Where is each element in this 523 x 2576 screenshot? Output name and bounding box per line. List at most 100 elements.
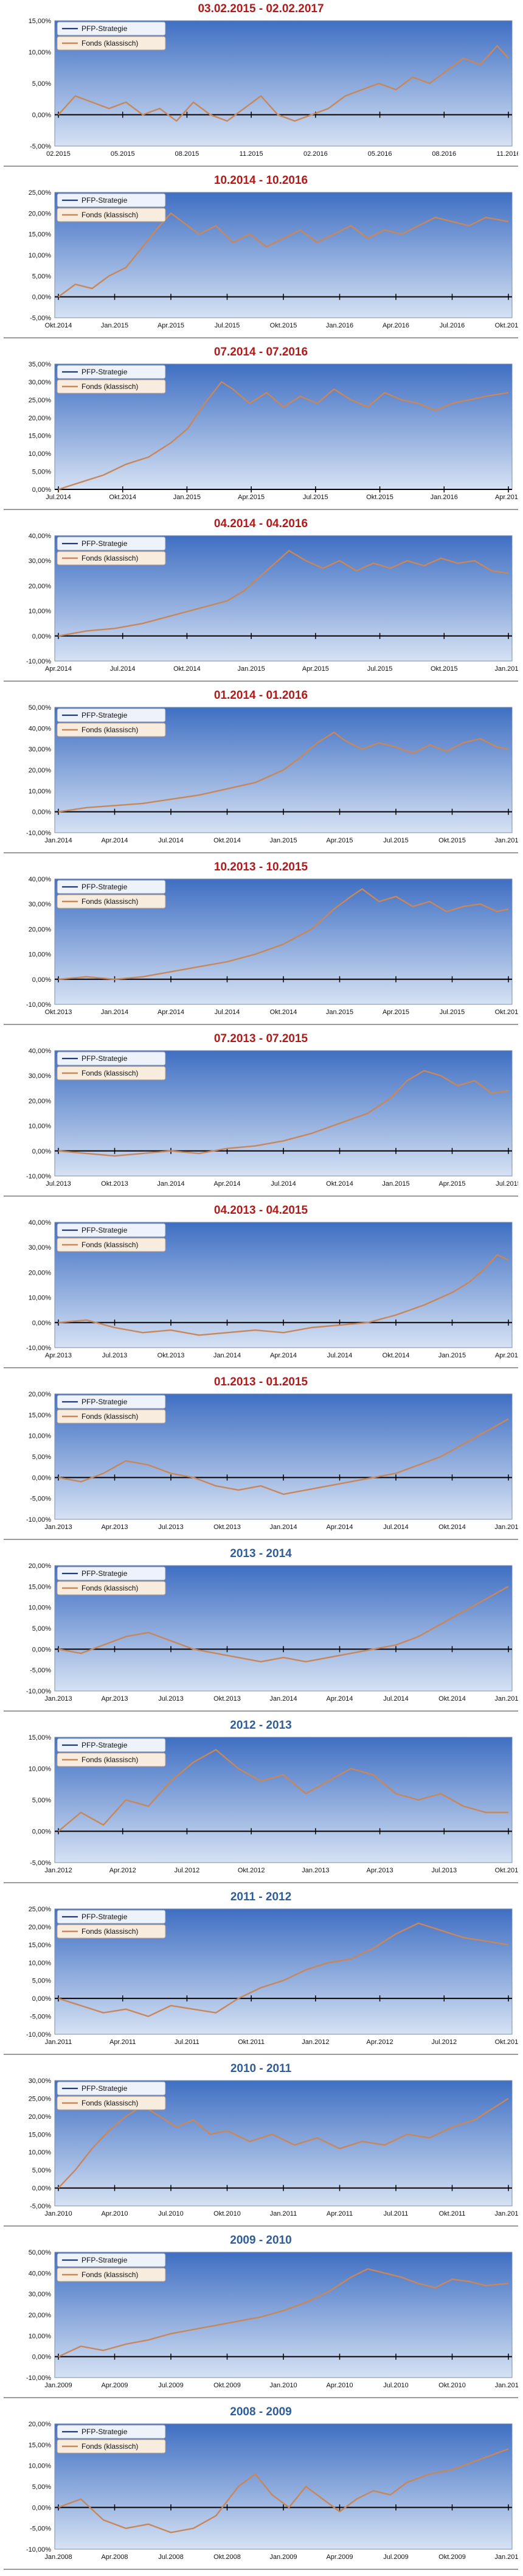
legend-label-strategy: PFP-Strategie (81, 1054, 128, 1063)
chart-title: 2011 - 2012 (230, 1891, 292, 1903)
legend-box-fund (57, 2096, 166, 2110)
y-tick-label: 10,00% (29, 49, 52, 57)
y-tick-label: -10,00% (26, 2031, 51, 2039)
x-tick-label: 11.2016 (497, 150, 518, 158)
x-tick-label: Okt.2014 (109, 494, 136, 501)
x-tick-label: Jul.2009 (383, 2553, 409, 2561)
y-tick-label: 20,00% (29, 2113, 52, 2121)
x-tick-label: Jul.2014 (158, 837, 184, 844)
x-tick-label: Apr.2015 (495, 1352, 518, 1359)
legend-label-strategy: PFP-Strategie (81, 24, 128, 33)
x-tick-label: Jan.2010 (44, 2210, 72, 2217)
legend: PFP-Strategie Fonds (klassisch) (57, 1051, 166, 1080)
legend-box-strategy (57, 21, 166, 36)
x-tick-label: Jan.2009 (44, 2382, 72, 2389)
legend-label-fund: Fonds (klassisch) (81, 382, 138, 391)
x-tick-label: Jan.2012 (302, 2039, 329, 2046)
x-tick-label: Jan.2013 (44, 1695, 72, 1703)
x-tick-label: Okt.2014 (213, 837, 241, 844)
y-tick-label: 15,00% (29, 1942, 52, 1949)
series-line-fonds (58, 212, 509, 298)
series-line-fonds (58, 732, 509, 813)
legend-box-fund (57, 208, 166, 222)
x-tick-label: Okt.2015 (366, 494, 393, 501)
chart-title: 2012 - 2013 (230, 1719, 292, 1732)
x-tick-label: Jan.2014 (157, 1180, 184, 1188)
legend-label-strategy: PFP-Strategie (81, 2084, 128, 2093)
x-tick-label: Apr.2014 (326, 1524, 353, 1531)
y-tick-label: -10,00% (26, 2546, 51, 2553)
x-tick-label: Jan.2012 (44, 1867, 72, 1874)
chart-svg: 50,00% 40,00% 30,00% 20,00% 10,00% 0,00% -10,0… (26, 704, 518, 844)
x-tick-label: Jan.2016 (494, 837, 518, 844)
y-tick-label: 20,00% (29, 1097, 52, 1105)
legend-box-fund (57, 894, 166, 909)
legend-label-fund: Fonds (klassisch) (81, 2270, 138, 2279)
x-tick-label: Jan.2015 (101, 322, 128, 329)
legend-label-fund: Fonds (klassisch) (81, 897, 138, 906)
y-tick-label: 20,00% (29, 210, 52, 217)
y-tick-label: -10,00% (26, 1516, 51, 1524)
y-tick-label: 0,00% (32, 2185, 51, 2193)
x-tick-label: Jul.2014 (327, 1352, 353, 1359)
x-tick-label: Okt.2013 (45, 1009, 72, 1016)
y-tick-label: 0,00% (32, 1829, 51, 1836)
x-tick-label: 05.2015 (111, 150, 135, 158)
legend-label-fund: Fonds (klassisch) (81, 211, 138, 219)
x-tick-label: Jan.2013 (302, 1867, 329, 1874)
legend-label-fund: Fonds (klassisch) (81, 2442, 138, 2451)
y-tick-label: 0,00% (32, 112, 51, 119)
x-tick-label: Okt.2014 (438, 1695, 466, 1703)
x-tick-label: Jan.2016 (326, 322, 353, 329)
legend-box-fund (57, 1409, 166, 1424)
x-tick-label: Jan.2014 (269, 1695, 297, 1703)
chart-panel: 04.2014 - 04.2016 40,00% 30,00% 20,00% 10,00… (4, 515, 518, 682)
y-tick-label: 40,00% (29, 2270, 52, 2277)
legend-label-strategy: PFP-Strategie (81, 1741, 128, 1749)
x-tick-label: Jan.2015 (238, 665, 265, 673)
x-tick-label: 08.2016 (432, 150, 456, 158)
y-tick-label: 10,00% (29, 2463, 52, 2470)
x-tick-label: Jul.2013 (46, 1180, 71, 1188)
x-tick-label: Okt.2015 (495, 1009, 518, 1016)
x-tick-label: Okt.2011 (439, 2210, 466, 2217)
x-tick-label: Jul.2010 (158, 2210, 184, 2217)
x-tick-label: 05.2016 (368, 150, 392, 158)
legend-box-fund (57, 2267, 166, 2282)
legend-box-strategy (57, 1566, 166, 1581)
y-tick-label: 10,00% (29, 1766, 52, 1773)
x-tick-label: Jul.2015 (367, 665, 393, 673)
x-tick-label: Jul.2013 (158, 1524, 184, 1531)
chart-panel: 2012 - 2013 15,00% 10,00% 5,00% 0,00% -5,00% J… (4, 1717, 518, 1883)
chart-title: 04.2014 - 04.2016 (213, 517, 308, 530)
legend-label-fund: Fonds (klassisch) (81, 39, 138, 47)
y-tick-label: 5,00% (32, 1797, 51, 1804)
legend-box-fund (57, 1924, 166, 1939)
y-tick-label: 30,00% (29, 1244, 52, 1251)
chart-title: 2008 - 2009 (230, 2406, 292, 2418)
x-tick-label: Jul.2014 (383, 1695, 409, 1703)
y-tick-label: 10,00% (29, 2333, 52, 2340)
y-tick-label: 30,00% (29, 558, 52, 565)
chart-panel: 2013 - 2014 20,00% 15,00% 10,00% 5,00% 0,00% -… (4, 1545, 518, 1712)
x-tick-label: Okt.2015 (431, 665, 458, 673)
legend: PFP-Strategie Fonds (klassisch) (57, 1566, 166, 1595)
legend-box-strategy (57, 1395, 166, 1409)
x-tick-label: Apr.2010 (326, 2382, 353, 2389)
y-tick-label: 10,00% (29, 2149, 52, 2157)
chart-panel: 03.02.2015 - 02.02.2017 15,00% 10,00% 5,00%… (4, 0, 518, 167)
series-line-fonds (58, 1418, 509, 1495)
series-line-fonds (58, 1586, 509, 1663)
series-line-fonds (58, 1069, 509, 1157)
x-tick-label: Jan.2013 (44, 1524, 72, 1531)
x-tick-label: Okt.2009 (438, 2553, 466, 2561)
x-tick-label: Jul.2014 (215, 1009, 240, 1016)
x-tick-label: Jul.2014 (271, 1180, 296, 1188)
x-tick-label: Jul.2013 (431, 1867, 457, 1874)
x-tick-label: Apr.2016 (495, 494, 518, 501)
x-tick-label: Apr.2013 (101, 1524, 128, 1531)
series-line-fonds (58, 1922, 509, 2017)
y-tick-label: 5,00% (32, 1978, 51, 1985)
legend: PFP-Strategie Fonds (klassisch) (57, 2253, 166, 2282)
y-tick-label: -5,00% (30, 1860, 51, 1867)
